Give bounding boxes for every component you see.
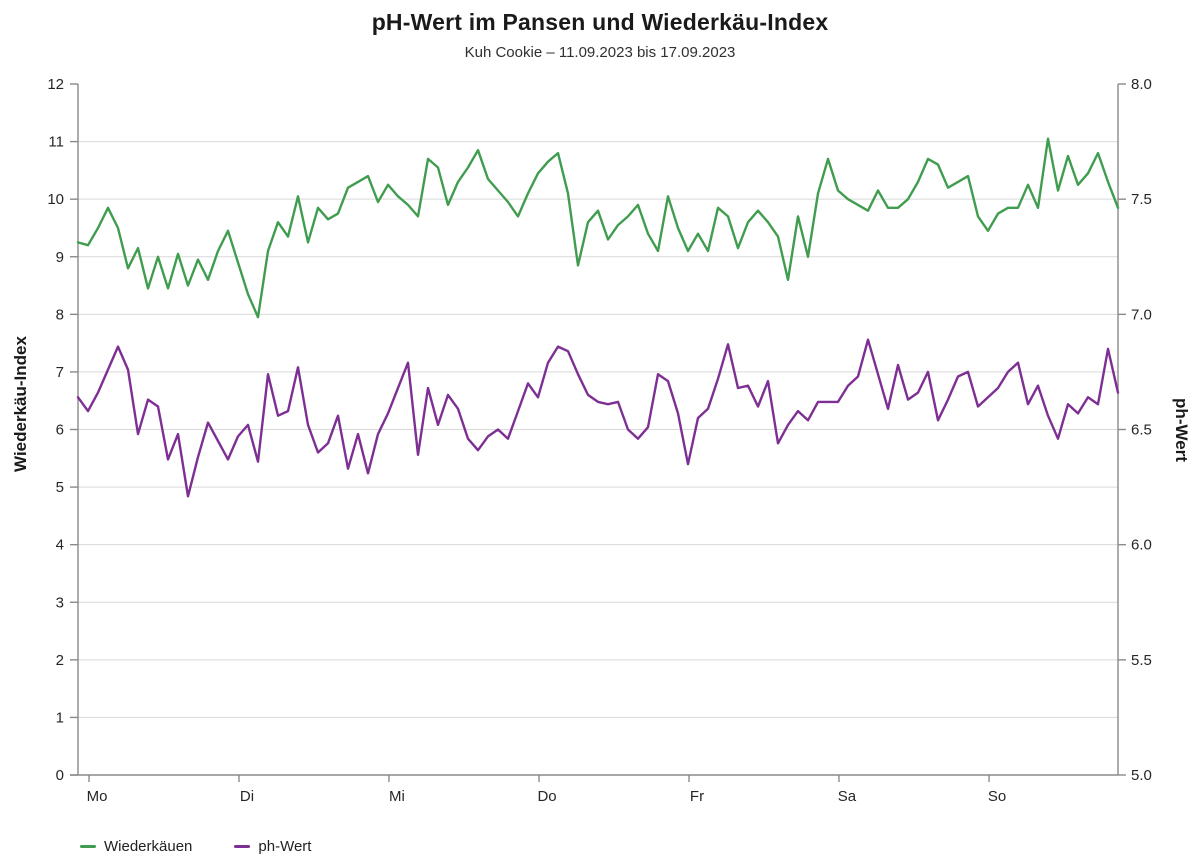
x-tick-label: Mo xyxy=(87,788,108,805)
left-tick-label: 10 xyxy=(47,191,64,208)
left-tick-label: 8 xyxy=(56,306,64,323)
left-tick-label: 2 xyxy=(56,652,64,669)
chart-subtitle: Kuh Cookie – 11.09.2023 bis 17.09.2023 xyxy=(464,44,736,61)
legend-label-wiederkaeuen: Wiederkäuen xyxy=(104,838,193,855)
left-tick-label: 4 xyxy=(56,537,64,554)
left-tick-label: 11 xyxy=(48,134,64,151)
x-tick-label: Do xyxy=(537,788,556,805)
right-tick-label: 6.5 xyxy=(1131,422,1152,439)
right-tick-label: 7.5 xyxy=(1131,191,1152,208)
left-tick-label: 6 xyxy=(56,422,64,439)
legend-swatch-ph-wert xyxy=(234,845,251,848)
left-tick-label: 12 xyxy=(47,76,64,93)
x-tick-label: Mi xyxy=(389,788,405,805)
legend: Wiederkäuen ph-Wert xyxy=(80,838,311,855)
legend-swatch-wiederkaeuen xyxy=(80,845,96,848)
right-tick-label: 5.0 xyxy=(1131,767,1152,784)
chart-title: pH-Wert im Pansen und Wiederkäu-Index xyxy=(371,9,829,35)
series-line-wiederk-uen xyxy=(76,137,1120,319)
left-tick-label: 3 xyxy=(56,594,64,611)
x-tick-label: Di xyxy=(240,788,254,805)
right-tick-label: 7.0 xyxy=(1131,306,1152,323)
legend-label-ph-wert: ph-Wert xyxy=(258,838,312,855)
right-tick-label: 8.0 xyxy=(1131,76,1152,93)
right-tick-label: 5.5 xyxy=(1131,652,1152,669)
x-tick-label: So xyxy=(988,788,1006,805)
left-tick-label: 7 xyxy=(56,364,64,381)
series-line-ph-wert xyxy=(76,338,1120,498)
left-tick-label: 1 xyxy=(56,709,64,726)
right-tick-label: 6.0 xyxy=(1131,537,1152,554)
left-tick-label: 5 xyxy=(56,479,64,496)
legend-item-ph-wert: ph-Wert xyxy=(234,838,311,855)
legend-item-wiederkaeuen: Wiederkäuen xyxy=(80,838,192,855)
left-tick-label: 0 xyxy=(56,767,64,784)
x-tick-label: Fr xyxy=(690,788,704,805)
left-tick-label: 9 xyxy=(56,249,64,266)
x-tick-label: Sa xyxy=(838,788,857,805)
